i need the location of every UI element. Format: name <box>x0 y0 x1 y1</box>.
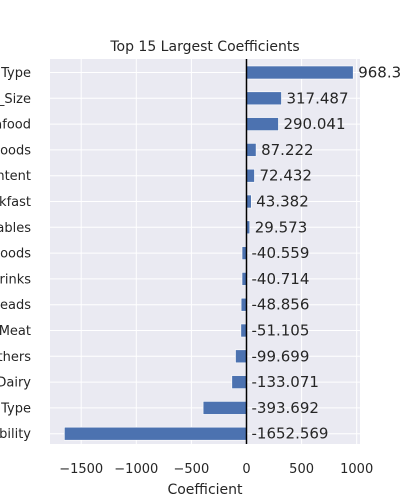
plot-background <box>50 59 360 444</box>
category-label: ntent <box>0 169 31 184</box>
x-tick-label: −500 <box>174 462 210 477</box>
value-label: -40.714 <box>251 270 309 288</box>
category-label: Type <box>0 66 31 81</box>
value-label: -40.559 <box>251 244 309 262</box>
value-label: 317.487 <box>286 89 348 107</box>
category-label: oods <box>0 143 31 158</box>
x-tick-label: 1000 <box>340 462 373 477</box>
bar <box>246 65 354 80</box>
category-label: Type <box>0 401 31 416</box>
value-label: -1652.569 <box>251 425 328 443</box>
x-axis-label: Coefficient <box>167 482 243 498</box>
bars <box>64 65 354 441</box>
x-tick-labels: −1500 −1000 −500 0 500 1000 <box>59 462 373 477</box>
category-label: oods <box>0 247 31 262</box>
category-label: ables <box>0 221 31 236</box>
bar <box>246 143 257 157</box>
category-label: thers <box>0 350 31 365</box>
bar <box>231 375 247 389</box>
category-label: _Size <box>0 92 31 107</box>
bar <box>246 91 282 106</box>
value-label: -393.692 <box>251 399 318 417</box>
value-label: 968.33 <box>358 64 400 82</box>
value-label: -48.856 <box>251 296 309 314</box>
value-label: -99.699 <box>251 347 309 365</box>
x-tick-label: 500 <box>289 462 314 477</box>
category-label: Meat <box>0 324 31 339</box>
bar <box>235 349 247 364</box>
category-label: afood <box>0 118 31 133</box>
category-label: rinks <box>0 272 31 287</box>
bar <box>246 168 255 183</box>
value-label: -133.071 <box>251 373 318 391</box>
category-label: kfast <box>0 195 31 210</box>
category-labels: Type _Sizeafood oods ntent kfast ables oods rin… <box>0 66 31 442</box>
category-label: Dairy <box>0 376 31 391</box>
bar <box>64 426 247 441</box>
value-label: 43.382 <box>256 193 309 211</box>
bar <box>246 117 279 131</box>
value-label: 87.222 <box>261 141 314 159</box>
value-label: 29.573 <box>255 218 308 236</box>
bar <box>240 297 247 312</box>
category-label: bility <box>0 427 31 442</box>
value-label: 290.041 <box>283 115 345 133</box>
bar <box>240 323 247 338</box>
x-tick-label: −1500 <box>59 462 103 477</box>
x-tick-label: 0 <box>242 462 250 477</box>
chart-title: Top 15 Largest Coefficients <box>109 39 299 55</box>
bar <box>202 401 247 415</box>
value-label: -51.105 <box>251 322 309 340</box>
grid-lines <box>50 59 360 444</box>
value-labels: 968.33 317.487 290.041 87.222 72.432 43.382 29… <box>251 64 400 443</box>
value-label: 72.432 <box>259 167 312 185</box>
x-tick-label: −1000 <box>114 462 158 477</box>
category-label: eads <box>0 298 31 313</box>
